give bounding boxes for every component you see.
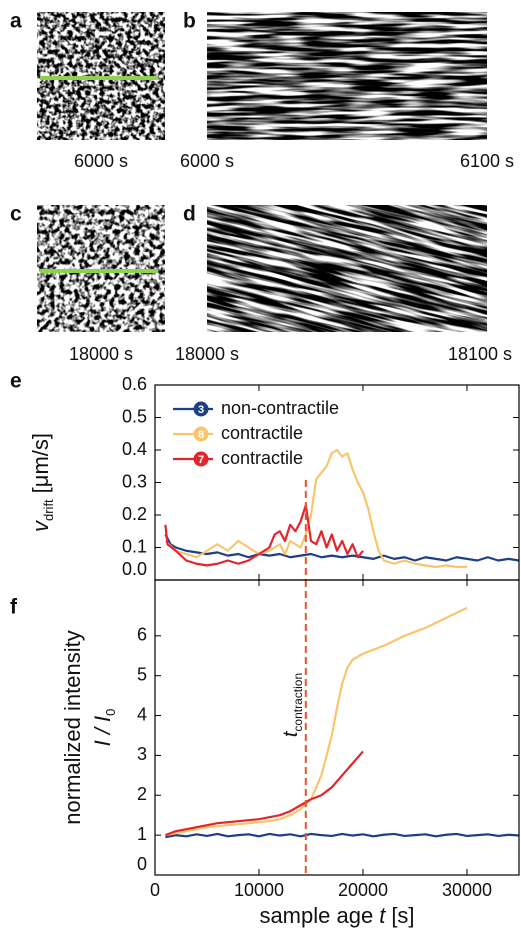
y-axis-label: I / I0	[90, 709, 118, 747]
y-tick-label: 1	[137, 824, 147, 844]
caption: 6100 s	[460, 151, 514, 171]
y-tick-label: 0.3	[122, 471, 147, 491]
kymograph-b	[207, 12, 487, 140]
legend-badge	[193, 451, 209, 467]
y-tick-label: 0.5	[122, 406, 147, 426]
caption: 18000 s	[69, 344, 133, 364]
series-line	[164, 533, 520, 562]
x-tick-label: 0	[150, 880, 160, 900]
y-tick-label: 4	[137, 704, 147, 724]
legend-label: contractile	[221, 448, 303, 468]
legend-label: contractile	[221, 423, 303, 443]
caption: 18000 s	[175, 344, 239, 364]
kymograph-texture	[207, 205, 487, 332]
series-line	[165, 750, 364, 837]
x-label-unit: [s]	[391, 903, 414, 928]
panel-label: a	[10, 10, 22, 33]
series-line	[164, 504, 364, 567]
y-tick-label: 0.2	[122, 504, 147, 524]
panel-label: b	[183, 10, 196, 33]
series-line	[165, 606, 468, 837]
annotation-sub: contraction	[291, 673, 305, 732]
y-tick-label: 6	[137, 625, 147, 645]
y-label-var: I / I	[90, 716, 115, 747]
caption: 6000 s	[180, 151, 234, 171]
panel-label: f	[10, 596, 18, 619]
legend-badge-text: 7	[198, 454, 204, 466]
x-axis-label: sample age t [s]	[259, 903, 414, 928]
series-line	[165, 832, 520, 839]
legend-label: non-contractile	[221, 398, 339, 418]
x-tick-label: 30000	[442, 880, 492, 900]
annotation-var: t	[280, 730, 302, 737]
y-tick-label: 0.4	[122, 439, 147, 459]
panel-label: e	[10, 370, 22, 393]
y-axis-label: normalized intensity	[60, 630, 85, 824]
legend-badge	[193, 426, 209, 442]
y-label-unit: [μm/s]	[28, 433, 53, 493]
legend-badge	[193, 401, 209, 417]
x-label-text: sample age	[259, 903, 373, 928]
y-label-var: v	[28, 519, 53, 532]
series-line	[164, 448, 467, 569]
legend-badge-text: 8	[198, 429, 204, 441]
image-c	[37, 205, 165, 332]
x-tick-label: 10000	[234, 880, 284, 900]
y-tick-label: 3	[137, 744, 147, 764]
panel-label: c	[10, 203, 22, 226]
y-tick-label: 0	[137, 854, 147, 874]
x-label-var: t	[379, 903, 386, 928]
plot-frame	[154, 579, 520, 876]
y-tick-label: 2	[137, 784, 147, 804]
caption: 6000 s	[74, 151, 128, 171]
x-tick-label: 20000	[338, 880, 388, 900]
legend-badge-text: 3	[198, 404, 204, 416]
y-label-sub: drift	[41, 499, 56, 521]
y-axis-label: vdrift [μm/s]	[28, 433, 56, 532]
y-tick-label: 0.0	[122, 559, 147, 579]
y-tick-label: 0.6	[122, 374, 147, 394]
y-tick-label: 0.1	[122, 536, 147, 556]
kymograph-d	[207, 205, 487, 332]
annotation: tcontraction	[280, 673, 305, 737]
caption: 18100 s	[448, 344, 512, 364]
panel-label: d	[183, 203, 196, 226]
y-label-sub: 0	[103, 709, 118, 716]
y-tick-label: 5	[137, 664, 147, 684]
